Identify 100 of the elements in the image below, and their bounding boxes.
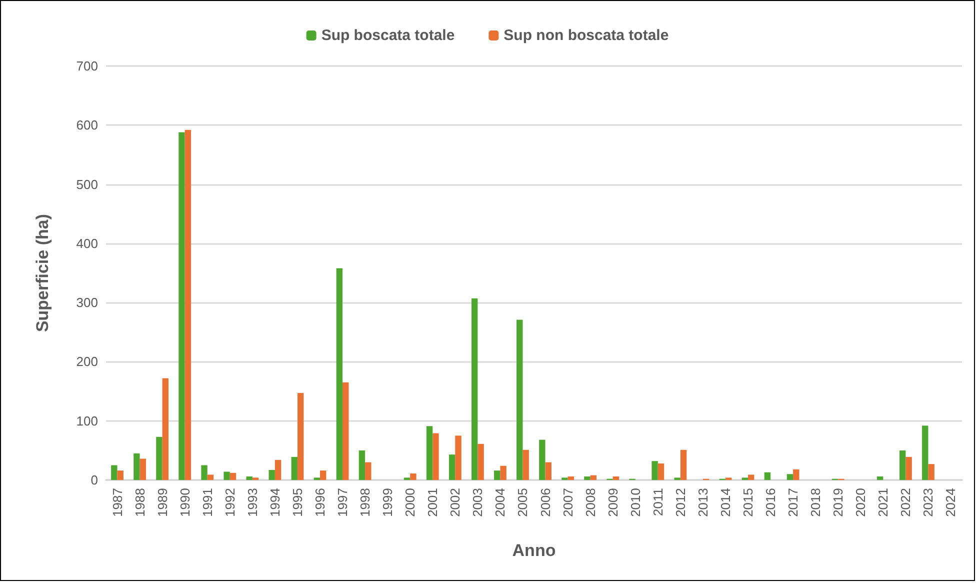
x-tick-label: 2010	[628, 488, 643, 517]
x-tick-label: 2001	[425, 488, 440, 517]
bar	[680, 450, 687, 480]
bar	[410, 473, 416, 480]
bar	[590, 475, 597, 480]
y-tick-label: 200	[76, 354, 98, 370]
x-tick-label: 2005	[515, 488, 530, 517]
x-tick-label: 2016	[763, 488, 778, 517]
bar	[184, 130, 192, 480]
y-tick-label: 600	[76, 118, 98, 133]
legend-label: Sup non boscata totale	[504, 27, 669, 44]
x-tick-label: 2023	[920, 488, 936, 517]
x-tick-label: 2024	[943, 488, 958, 517]
bar	[117, 470, 124, 480]
x-tick-label: 2015	[740, 488, 756, 517]
bar	[793, 469, 800, 480]
bar	[522, 450, 529, 480]
y-tick-label: 100	[76, 413, 98, 428]
bar	[928, 464, 934, 480]
bar	[426, 426, 433, 480]
bar	[162, 378, 169, 480]
y-tick-label: 700	[76, 58, 98, 74]
x-tick-label: 2007	[560, 488, 576, 517]
bar	[365, 462, 372, 480]
x-tick-label: 2020	[853, 488, 868, 517]
bar	[297, 393, 304, 480]
x-axis-title: Anno	[512, 541, 556, 560]
x-tick-label: 2000	[402, 488, 418, 517]
bar	[658, 463, 664, 480]
x-tick-label: 1993	[244, 488, 260, 517]
bar	[500, 466, 506, 480]
bar	[207, 474, 214, 480]
bar	[448, 454, 456, 480]
x-tick-label: 2002	[448, 488, 463, 517]
x-tick-label: 2008	[582, 488, 598, 517]
bar	[584, 476, 590, 480]
x-tick-label: 2017	[786, 488, 801, 517]
x-tick-label: 1987	[110, 488, 125, 517]
x-tick-label: 2011	[650, 488, 666, 516]
bar	[899, 450, 906, 480]
y-tick-label: 300	[76, 295, 98, 310]
x-tick-label: 1997	[335, 488, 350, 517]
bar	[134, 453, 140, 480]
bar	[478, 444, 484, 480]
x-tick-label: 1988	[132, 488, 148, 517]
bar	[320, 470, 326, 480]
bar	[494, 470, 500, 480]
x-tick-label: 1990	[177, 488, 192, 517]
x-tick-label: 2021	[876, 488, 891, 517]
bar	[432, 433, 439, 480]
x-tick-label: 1992	[222, 488, 238, 517]
bar	[652, 461, 658, 480]
bar	[516, 320, 523, 480]
legend-label: Sup boscata totale	[321, 27, 455, 44]
bar	[342, 382, 349, 480]
x-tick-label: 2006	[538, 488, 553, 517]
x-tick-label: 2014	[718, 488, 733, 517]
x-tick-label: 2003	[470, 488, 486, 517]
x-tick-label: 2018	[808, 488, 824, 517]
x-tick-label: 2012	[672, 488, 688, 517]
y-tick-label: 500	[76, 176, 98, 192]
x-tick-label: 2009	[605, 488, 620, 517]
x-tick-label: 2022	[898, 488, 914, 517]
bar	[612, 476, 620, 480]
x-tick-label: 2013	[695, 488, 710, 517]
y-tick-label: 400	[76, 236, 98, 251]
bar	[358, 450, 366, 480]
bar	[140, 458, 146, 480]
x-tick-label: 1994	[267, 488, 282, 517]
bar	[246, 476, 252, 480]
bar	[876, 476, 884, 480]
bar	[906, 456, 912, 480]
bar	[471, 298, 478, 480]
bar	[922, 426, 928, 480]
x-tick-label: 1996	[312, 488, 328, 517]
bar	[545, 462, 552, 480]
bar	[291, 456, 298, 480]
x-tick-label: 1989	[154, 488, 170, 517]
bar	[455, 436, 462, 480]
bar	[156, 436, 162, 480]
x-tick-label: 1998	[358, 488, 373, 517]
x-tick-label: 1995	[290, 488, 305, 517]
x-tick-label: 1999	[380, 488, 396, 517]
x-tick-label: 2004	[492, 488, 508, 517]
x-tick-label: 1991	[200, 488, 215, 517]
bar	[748, 474, 754, 480]
bar	[336, 268, 343, 480]
y-axis-title: Superficie (ha)	[33, 214, 52, 332]
bar	[764, 472, 771, 480]
x-tick-label: 2019	[830, 488, 846, 517]
bar	[274, 460, 282, 480]
bar	[568, 476, 574, 480]
bar	[224, 472, 230, 480]
bar	[178, 132, 185, 480]
bar	[111, 465, 118, 480]
bar	[201, 465, 208, 480]
bar	[539, 440, 546, 480]
bar	[786, 474, 794, 480]
bar	[230, 472, 236, 480]
y-tick-label: 0	[90, 472, 98, 488]
